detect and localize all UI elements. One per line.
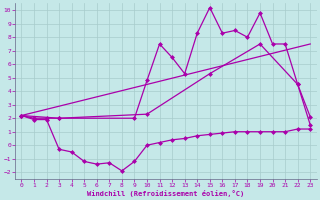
X-axis label: Windchill (Refroidissement éolien,°C): Windchill (Refroidissement éolien,°C) [87,190,244,197]
